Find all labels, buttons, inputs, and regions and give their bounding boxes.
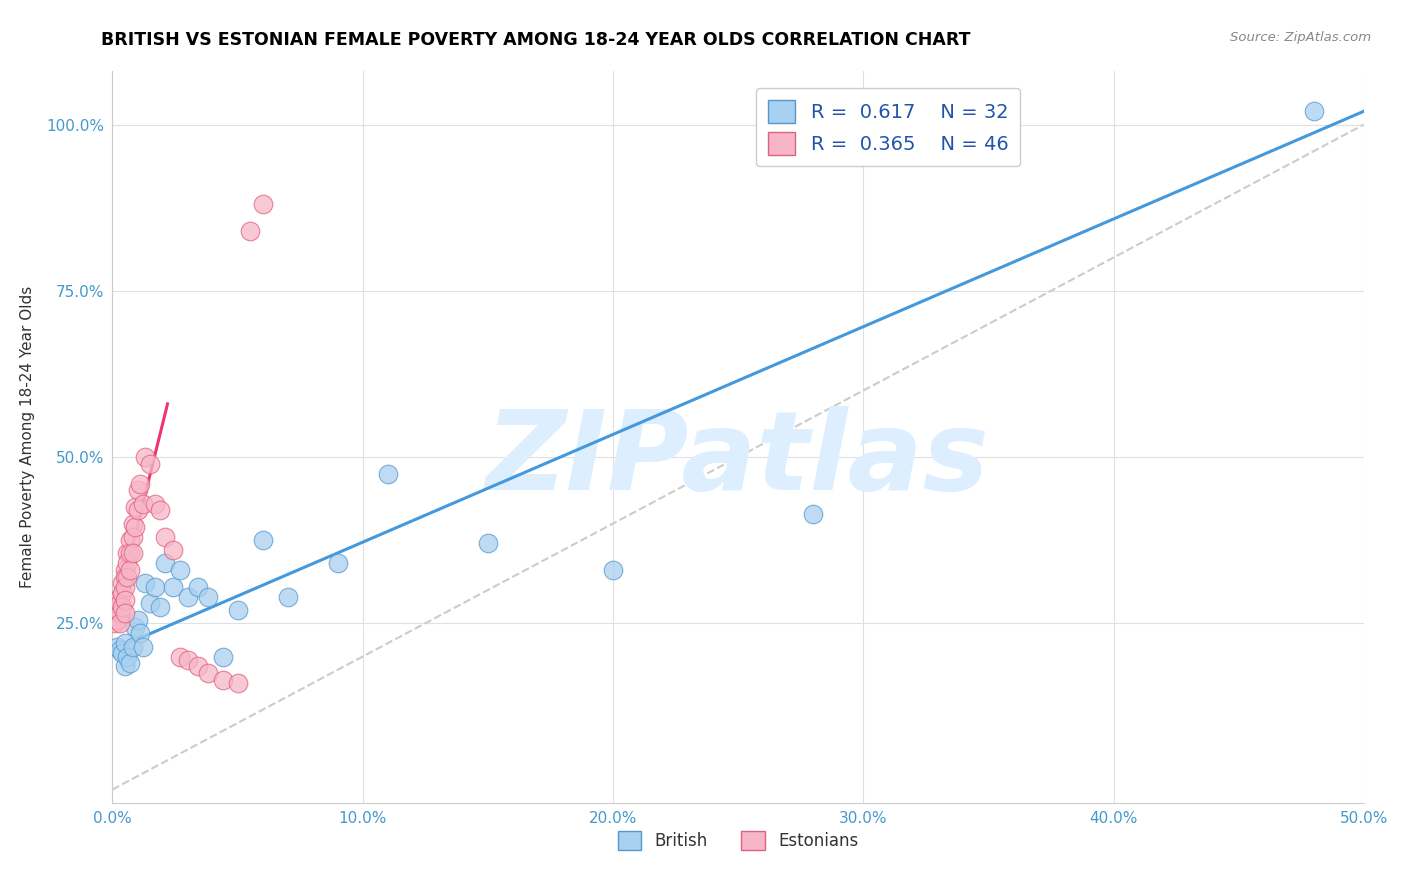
Point (252, 533, 274, 548)
Point (104, 616, 127, 631)
Point (477, 536, 499, 550)
Point (197, 590, 219, 604)
Point (169, 563, 191, 577)
Point (111, 599, 134, 614)
Point (187, 659, 209, 673)
Point (176, 590, 198, 604)
Point (107, 613, 129, 627)
Point (211, 673, 233, 687)
Point (121, 516, 143, 531)
Point (149, 599, 172, 614)
Point (111, 586, 134, 600)
Point (187, 580, 209, 594)
Point (118, 533, 141, 548)
Point (118, 563, 141, 577)
Point (162, 543, 184, 558)
Point (117, 557, 139, 571)
Point (129, 476, 152, 491)
Point (134, 576, 156, 591)
Point (134, 450, 156, 464)
Point (239, 224, 262, 238)
Point (114, 607, 136, 621)
Point (117, 570, 139, 584)
Point (153, 557, 176, 571)
Point (197, 666, 219, 681)
Point (131, 497, 153, 511)
Point (149, 503, 172, 517)
Point (252, 197, 274, 211)
Point (602, 563, 624, 577)
Point (114, 563, 136, 577)
Point (129, 626, 152, 640)
Point (124, 500, 146, 514)
Point (104, 609, 127, 624)
Point (226, 676, 249, 690)
Point (121, 640, 143, 654)
Point (377, 467, 399, 481)
Point (114, 570, 136, 584)
Point (127, 613, 149, 627)
Point (108, 607, 131, 621)
Point (176, 653, 198, 667)
Point (108, 643, 131, 657)
Point (108, 590, 131, 604)
Point (127, 483, 149, 498)
Legend: British, Estonians: British, Estonians (612, 824, 865, 856)
Point (108, 596, 131, 610)
Point (121, 546, 143, 560)
Point (111, 576, 134, 591)
Point (114, 593, 136, 607)
Point (121, 530, 143, 544)
Point (153, 530, 176, 544)
Point (326, 557, 349, 571)
Point (277, 590, 299, 604)
Point (111, 646, 134, 660)
Point (114, 659, 136, 673)
Point (118, 546, 141, 560)
Point (107, 593, 129, 607)
Y-axis label: Female Poverty Among 18-24 Year Olds: Female Poverty Among 18-24 Year Olds (20, 286, 35, 588)
Point (107, 603, 129, 617)
Point (1302, 104, 1324, 119)
Point (124, 520, 146, 534)
Text: ZIPatlas: ZIPatlas (486, 406, 990, 513)
Point (117, 546, 139, 560)
Point (117, 649, 139, 664)
Point (131, 640, 153, 654)
Point (118, 656, 141, 670)
Point (114, 580, 136, 594)
Point (127, 503, 149, 517)
Point (114, 636, 136, 650)
Point (107, 640, 129, 654)
Point (124, 619, 146, 633)
Point (139, 457, 162, 471)
Point (169, 649, 191, 664)
Point (801, 507, 824, 521)
Text: BRITISH VS ESTONIAN FEMALE POVERTY AMONG 18-24 YEAR OLDS CORRELATION CHART: BRITISH VS ESTONIAN FEMALE POVERTY AMONG… (101, 31, 970, 49)
Text: Source: ZipAtlas.com: Source: ZipAtlas.com (1230, 31, 1371, 45)
Point (162, 580, 184, 594)
Point (211, 649, 233, 664)
Point (139, 596, 162, 610)
Point (143, 497, 166, 511)
Point (108, 616, 131, 631)
Point (143, 580, 166, 594)
Point (226, 603, 249, 617)
